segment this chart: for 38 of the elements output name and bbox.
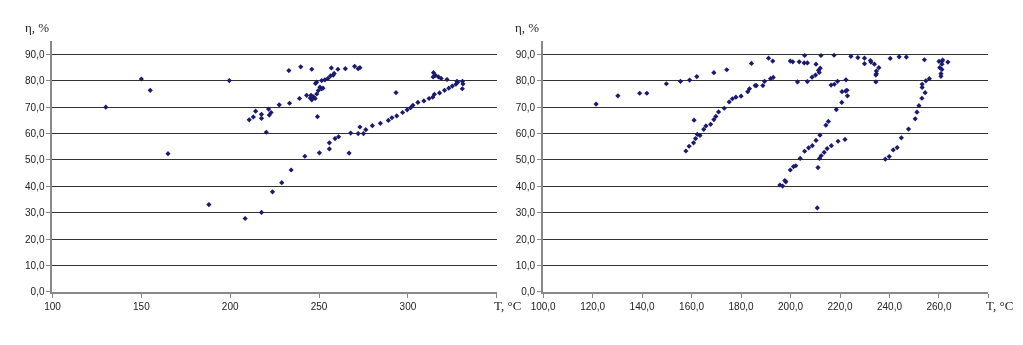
y-axis-title: η, % <box>515 20 540 35</box>
y-tick-label: 10,0 <box>515 259 536 271</box>
x-tick-label: 150 <box>133 300 151 312</box>
y-tick-label: 50,0 <box>25 154 45 166</box>
y-tick-label: 20,0 <box>515 233 536 245</box>
x-axis-title: T, °C <box>494 298 522 313</box>
x-tick-label: 200,0 <box>778 300 804 312</box>
y-tick-label: 10,0 <box>25 259 45 271</box>
x-tick-label: 140,0 <box>629 300 656 312</box>
x-tick-label: 120,0 <box>580 300 606 312</box>
y-tick-label: 70,0 <box>515 101 536 113</box>
y-tick-label: 90,0 <box>515 48 536 60</box>
y-tick-label: 90,0 <box>25 48 45 60</box>
y-tick-label: 80,0 <box>515 75 536 87</box>
y-axis-title: η, % <box>25 20 50 35</box>
y-tick-label: 60,0 <box>25 128 45 140</box>
x-tick-label: 160,0 <box>679 300 705 312</box>
x-tick-label: 220,0 <box>827 300 853 312</box>
y-tick-label: 80,0 <box>25 75 45 87</box>
y-tick-label: 50,0 <box>515 154 536 166</box>
y-tick-label: 0,0 <box>521 286 536 298</box>
y-tick-label: 20,0 <box>25 233 45 245</box>
x-tick-label: 300 <box>399 300 417 312</box>
y-tick-label: 40,0 <box>25 180 45 192</box>
y-tick-label: 30,0 <box>25 207 45 219</box>
y-tick-label: 0,0 <box>30 286 45 298</box>
x-tick-label: 200 <box>221 300 239 312</box>
y-tick-label: 60,0 <box>515 128 536 140</box>
x-tick-label: 180,0 <box>728 300 755 312</box>
y-tick-label: 30,0 <box>515 207 536 219</box>
x-tick-label: 100,0 <box>530 300 557 312</box>
x-tick-label: 240,0 <box>876 300 903 312</box>
x-axis-title: T, °C <box>986 298 1014 313</box>
y-tick-label: 70,0 <box>25 101 45 113</box>
x-tick-label: 260,0 <box>926 300 952 312</box>
y-tick-label: 40,0 <box>515 180 536 192</box>
x-tick-label: 250 <box>310 300 328 312</box>
x-tick-label: 100 <box>44 300 62 312</box>
